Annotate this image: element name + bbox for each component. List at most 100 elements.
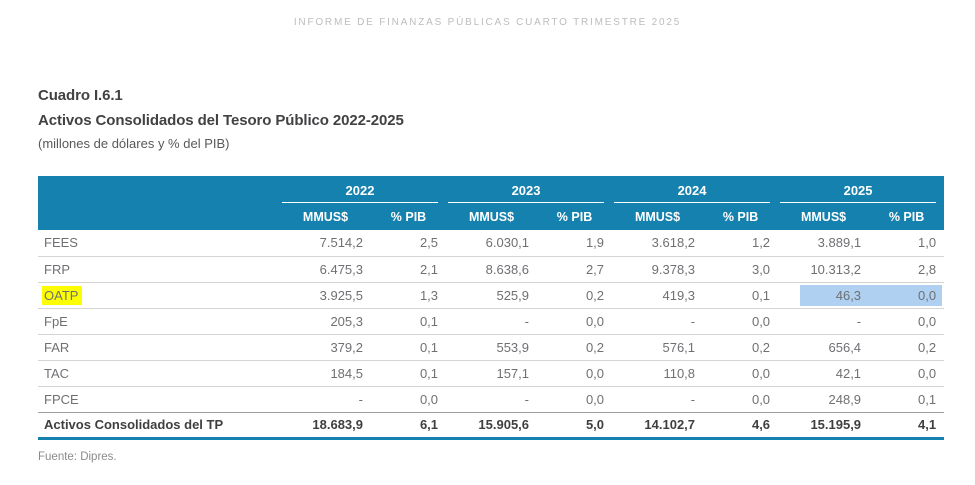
table-cell: 157,1 [446,360,538,387]
col-header-mmus: MMUS$ [280,203,371,230]
table-cell: - [446,308,538,335]
table-cell: 18.683,9 [280,412,371,440]
table-cell: 0,0 [537,308,613,335]
year-header-2022: 2022 [280,176,447,203]
title-block: Cuadro I.6.1 Activos Consolidados del Te… [38,83,975,155]
col-header-pib: % PIB [869,203,945,230]
col-header-mmus: MMUS$ [612,203,704,230]
table-cell: 1,2 [703,230,779,257]
table-cell: 205,3 [280,308,371,335]
table-cell: 110,8 [612,360,704,387]
table-cell: - [612,308,704,335]
table-cell: 0,0 [537,386,613,413]
source-note: Fuente: Dipres. [38,450,117,463]
corner-header [38,176,280,230]
table-row-far: FAR 379,2 0,1 553,9 0,2 576,1 0,2 656,4 … [38,334,945,361]
table-cell: - [446,386,538,413]
row-label: FRP [38,256,280,283]
table-cell: 0,0 [703,386,779,413]
table-cell: 8.638,6 [446,256,538,283]
table-cell: 0,1 [371,360,447,387]
row-label: FEES [38,230,280,257]
table-cell: 0,0 [703,308,779,335]
table-cell: 15.195,9 [778,412,870,440]
table-cell: 15.905,6 [446,412,538,440]
table-cell: 0,0 [537,360,613,387]
table-cell: 10.313,2 [778,256,870,283]
total-row-label: Activos Consolidados del TP [38,412,280,440]
table-header: 2022 2023 2024 2025 MMUS$ % PIB MMUS$ % … [38,176,945,230]
table-cell: 2,5 [371,230,447,257]
table-cell: 6.475,3 [280,256,371,283]
table-cell: 1,0 [869,230,945,257]
table-cell: 14.102,7 [612,412,704,440]
table-cell: 525,9 [446,282,538,309]
table-cell: 0,1 [371,334,447,361]
table-cell: 2,1 [371,256,447,283]
table-cell: 3,0 [703,256,779,283]
table-cell: 0,2 [703,334,779,361]
row-label: FPCE [38,386,280,413]
table-cell: 379,2 [280,334,371,361]
table-cell: 2,8 [869,256,945,283]
table-cell: 0,0 [703,360,779,387]
row-label: FpE [38,308,280,335]
table-subtitle: (millones de dólares y % del PIB) [38,136,230,151]
table-cell: 3.618,2 [612,230,704,257]
table-cell: - [280,386,371,413]
table-cell: 0,1 [371,308,447,335]
col-header-pib: % PIB [371,203,447,230]
data-table: 2022 2023 2024 2025 MMUS$ % PIB MMUS$ % … [38,176,945,440]
table-cell: 0,2 [537,334,613,361]
table-cell: 3.889,1 [778,230,870,257]
table-body: FEES 7.514,2 2,5 6.030,1 1,9 3.618,2 1,2… [38,230,945,440]
table-cell: 248,9 [778,386,870,413]
table-row-oatp: OATP 3.925,5 1,3 525,9 0,2 419,3 0,1 46,… [38,282,945,309]
row-label: FAR [38,334,280,361]
year-header-2025: 2025 [778,176,945,203]
year-header-2023: 2023 [446,176,613,203]
table-cell: 2,7 [537,256,613,283]
year-label: 2023 [511,183,541,198]
table-cell-selected: 0,0 [869,282,945,309]
table-cell: 5,0 [537,412,613,440]
running-header: INFORME DE FINANZAS PÚBLICAS CUARTO TRIM… [293,17,682,28]
table-number: Cuadro I.6.1 [38,87,123,104]
table-cell: 9.378,3 [612,256,704,283]
sub-header-row: MMUS$ % PIB MMUS$ % PIB MMUS$ % PIB MMUS… [38,203,945,230]
table-cell: 1,3 [371,282,447,309]
year-label: 2025 [843,183,873,198]
table-cell: 0,0 [371,386,447,413]
col-header-mmus: MMUS$ [778,203,870,230]
row-label: TAC [38,360,280,387]
table-cell: 0,0 [869,360,945,387]
col-header-mmus: MMUS$ [446,203,538,230]
table-cell: - [612,386,704,413]
year-header-2024: 2024 [612,176,779,203]
table-cell: 656,4 [778,334,870,361]
table-cell: - [778,308,870,335]
table-cell: 0,0 [869,308,945,335]
table-row-fpce: FPCE - 0,0 - 0,0 - 0,0 248,9 0,1 [38,386,945,413]
table-cell: 4,6 [703,412,779,440]
table-cell: 0,2 [869,334,945,361]
table-cell: 0,1 [869,386,945,413]
table-cell: 576,1 [612,334,704,361]
table-cell: 6.030,1 [446,230,538,257]
year-label: 2022 [345,183,375,198]
row-label-highlighted: OATP [38,282,280,309]
table-cell: 6,1 [371,412,447,440]
table-cell: 1,9 [537,230,613,257]
table-cell: 0,2 [537,282,613,309]
table-cell: 4,1 [869,412,945,440]
table-title: Activos Consolidados del Tesoro Público … [38,112,404,129]
table-cell: 184,5 [280,360,371,387]
col-header-pib: % PIB [537,203,613,230]
table-row-frp: FRP 6.475,3 2,1 8.638,6 2,7 9.378,3 3,0 … [38,256,945,283]
table-row-total: Activos Consolidados del TP 18.683,9 6,1… [38,412,945,440]
report-page: INFORME DE FINANZAS PÚBLICAS CUARTO TRIM… [38,17,975,463]
table-cell: 419,3 [612,282,704,309]
table-row-tac: TAC 184,5 0,1 157,1 0,0 110,8 0,0 42,1 0… [38,360,945,387]
table-cell-selected: 46,3 [778,282,870,309]
table-cell: 0,1 [703,282,779,309]
